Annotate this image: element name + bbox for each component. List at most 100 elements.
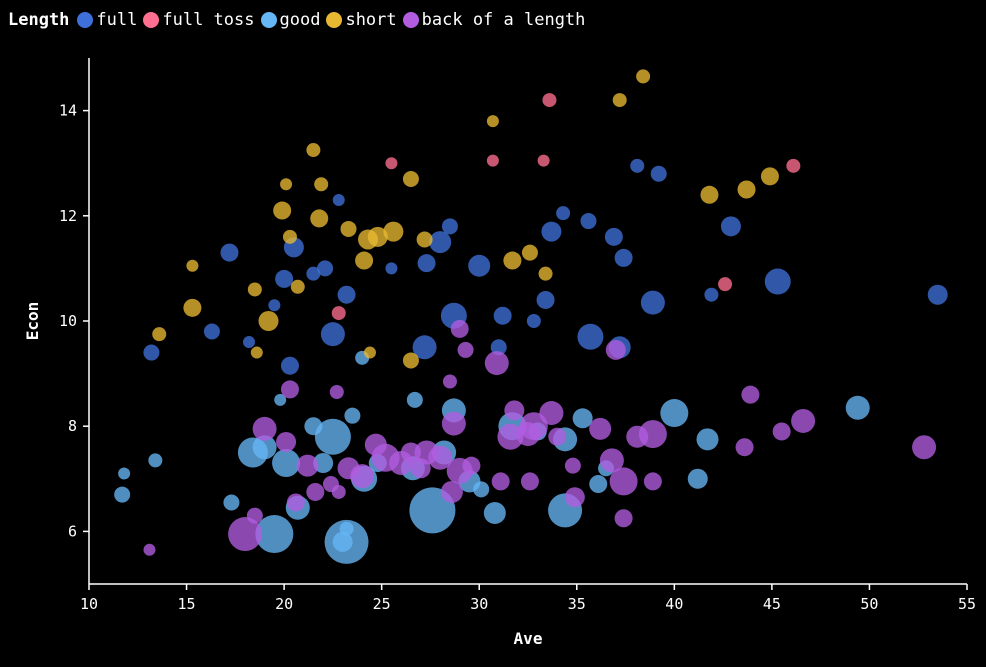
bubble-full (275, 269, 294, 288)
bubble-short (700, 185, 719, 204)
bubble-back-of-a-length (609, 467, 638, 496)
legend-label: short (345, 10, 397, 30)
bubble-back-of-a-length (564, 457, 581, 474)
bubble-good (589, 475, 608, 494)
y-tick-label: 8 (68, 417, 77, 435)
legend-item[interactable]: full toss (143, 10, 255, 30)
bubble-back-of-a-length (350, 464, 375, 489)
legend-swatch (260, 12, 277, 28)
bubble-good (572, 408, 593, 429)
legend-item[interactable]: short (326, 10, 397, 30)
bubble-back-of-a-length (252, 416, 277, 441)
bubble-full (927, 284, 948, 305)
bubble-good (344, 407, 361, 424)
bubble-full-toss (331, 306, 346, 321)
bubble-good (687, 468, 708, 489)
axes: 10 15 20 25 30 35 40 45 50 55 6 8 10 12 14 (59, 58, 976, 613)
bubble-back-of-a-length (440, 480, 463, 503)
bubble-back-of-a-length (599, 448, 624, 473)
bubble-back-of-a-length (331, 484, 346, 499)
bubble-full (541, 221, 562, 242)
bubble-full (332, 194, 345, 207)
bubble-short (280, 178, 293, 191)
bubble-good (114, 486, 131, 503)
bubble-back-of-a-length (296, 454, 319, 477)
bubble-back-of-a-length (548, 427, 567, 446)
y-tick-label: 10 (59, 312, 77, 330)
bubble-back-of-a-length (772, 422, 791, 441)
bubble-back-of-a-length (504, 400, 525, 421)
x-tick-label: 50 (860, 595, 878, 613)
bubble-short (363, 346, 376, 359)
bubble-short (314, 177, 329, 192)
bubble-back-of-a-length (519, 412, 548, 441)
bubble-good (473, 481, 490, 498)
x-tick-label: 25 (373, 595, 391, 613)
bubble-full (242, 336, 255, 349)
bubble-short (306, 143, 321, 158)
bubble-back-of-a-length (520, 472, 539, 491)
legend-item[interactable]: good (260, 10, 321, 30)
bubble-full (650, 165, 667, 182)
bubble-back-of-a-length (605, 339, 626, 360)
bubble-full (493, 306, 512, 325)
x-axis-title: Ave (514, 629, 543, 648)
bubble-good (272, 449, 301, 478)
bubble-short (250, 346, 263, 359)
bubble-back-of-a-length (462, 456, 481, 475)
bubble-short (273, 201, 292, 220)
bubble-good (845, 395, 870, 420)
x-tick-label: 20 (275, 595, 293, 613)
y-tick-label: 14 (59, 102, 77, 120)
bubble-full (614, 248, 633, 267)
bubble-full (526, 314, 541, 328)
legend-item[interactable]: back of a length (402, 10, 586, 30)
bubble-short (183, 298, 202, 317)
bubble-back-of-a-length (276, 431, 297, 452)
legend-item[interactable]: full (77, 10, 137, 30)
y-tick-label: 6 (68, 522, 77, 540)
bubble-full (580, 213, 597, 230)
bubbles-layer (114, 69, 948, 564)
bubble-full-toss (718, 277, 733, 292)
bubble-back-of-a-length (450, 319, 469, 338)
bubble-back-of-a-length (735, 438, 754, 457)
legend-label: full (96, 10, 138, 30)
bubble-good (274, 393, 287, 406)
legend-label: back of a length (421, 10, 586, 30)
bubble-short (247, 282, 262, 297)
bubble-full (640, 290, 665, 315)
bubble-full (764, 268, 791, 295)
bubble-full (468, 254, 491, 277)
bubble-back-of-a-length (912, 435, 937, 460)
x-tick-label: 15 (178, 595, 196, 613)
bubble-short (152, 327, 167, 342)
bubble-short (367, 226, 388, 247)
bubble-short (383, 221, 404, 242)
bubble-full (337, 285, 356, 304)
bubble-back-of-a-length (539, 401, 564, 426)
legend-label: good (279, 10, 321, 30)
bubble-back-of-a-length (246, 507, 263, 524)
bubble-back-of-a-length (491, 472, 510, 491)
x-tick-label: 40 (665, 595, 683, 613)
bubble-full-toss (786, 158, 801, 173)
bubble-full (268, 299, 281, 312)
x-tick-label: 30 (470, 595, 488, 613)
legend: Length full full toss good short back of a l… (8, 8, 591, 32)
bubble-full (320, 322, 345, 347)
bubble-short (290, 279, 305, 294)
legend-title: Length (8, 10, 70, 30)
bubble-full (412, 335, 437, 360)
bubble-full (385, 262, 398, 275)
bubble-short (737, 180, 756, 199)
x-tick-label: 45 (763, 595, 781, 613)
bubble-good (118, 467, 131, 480)
bubble-full (536, 290, 555, 309)
bubble-short (636, 69, 651, 84)
bubble-full-toss (385, 157, 398, 170)
bubble-full (220, 243, 239, 262)
bubble-back-of-a-length (638, 420, 667, 449)
bubble-short (310, 209, 329, 228)
bubble-short (416, 231, 433, 248)
